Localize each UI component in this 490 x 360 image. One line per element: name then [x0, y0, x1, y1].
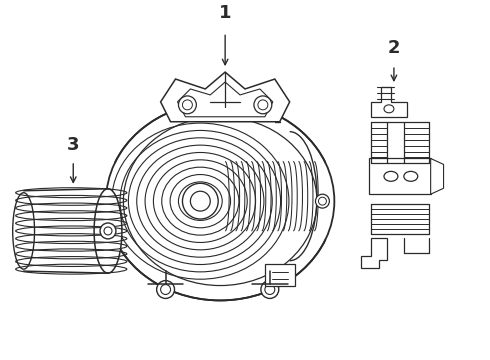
- Circle shape: [178, 96, 196, 114]
- Polygon shape: [177, 82, 273, 117]
- Circle shape: [161, 284, 171, 294]
- Circle shape: [258, 100, 268, 110]
- Ellipse shape: [100, 223, 116, 239]
- Circle shape: [254, 96, 272, 114]
- Text: 2: 2: [388, 39, 400, 57]
- Circle shape: [157, 280, 174, 298]
- Polygon shape: [369, 158, 431, 194]
- Ellipse shape: [106, 102, 334, 301]
- Circle shape: [182, 183, 218, 219]
- Circle shape: [191, 191, 210, 211]
- Circle shape: [261, 280, 279, 298]
- Polygon shape: [361, 238, 387, 268]
- Ellipse shape: [94, 189, 122, 273]
- Circle shape: [265, 284, 275, 294]
- Polygon shape: [431, 158, 443, 194]
- Circle shape: [316, 194, 329, 208]
- Ellipse shape: [384, 171, 398, 181]
- Circle shape: [318, 197, 326, 205]
- Text: 1: 1: [219, 4, 231, 22]
- Text: 3: 3: [67, 136, 79, 154]
- Ellipse shape: [404, 171, 418, 181]
- Circle shape: [182, 100, 193, 110]
- Polygon shape: [161, 72, 290, 122]
- Polygon shape: [265, 264, 294, 285]
- Polygon shape: [371, 87, 407, 117]
- Ellipse shape: [104, 227, 112, 235]
- Ellipse shape: [384, 105, 394, 113]
- Ellipse shape: [13, 193, 34, 269]
